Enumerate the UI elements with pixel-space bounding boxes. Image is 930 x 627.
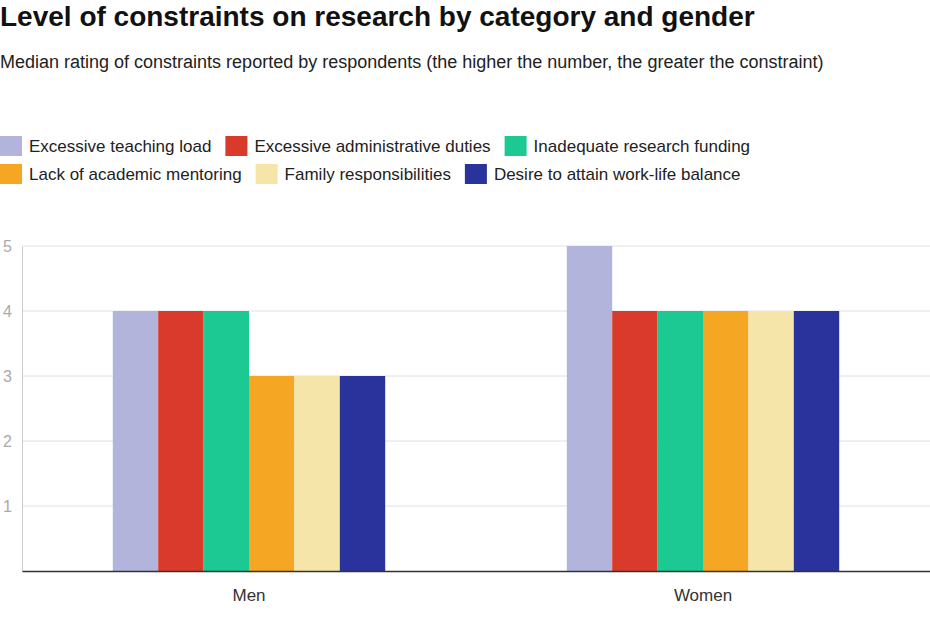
y-tick-label: 5 bbox=[3, 238, 12, 255]
x-axis: Men Women bbox=[23, 571, 930, 605]
y-tick: 1 bbox=[3, 498, 22, 515]
legend-swatch bbox=[225, 136, 247, 156]
bar bbox=[703, 311, 748, 571]
legend-swatch bbox=[505, 136, 527, 156]
y-axis-line bbox=[22, 247, 23, 572]
y-tick-label: 2 bbox=[3, 433, 12, 450]
legend-swatch bbox=[256, 164, 278, 184]
x-tick: Men bbox=[232, 571, 265, 605]
grid-line bbox=[22, 246, 930, 247]
legend-label: Family responsibilities bbox=[285, 165, 451, 184]
legend-label: Desire to attain work-life balance bbox=[494, 165, 741, 184]
bar bbox=[204, 311, 249, 571]
legend-label: Excessive administrative duties bbox=[254, 137, 490, 156]
y-tick-label: 3 bbox=[3, 368, 12, 385]
y-axis: 1 2 3 4 5 bbox=[3, 238, 22, 572]
y-tick: 5 bbox=[3, 238, 22, 255]
legend-swatch bbox=[465, 164, 487, 184]
x-tick-label: Men bbox=[232, 586, 265, 605]
legend: Excessive teaching load Excessive adminis… bbox=[0, 136, 750, 184]
bar bbox=[113, 311, 158, 571]
bar bbox=[340, 376, 385, 571]
bar bbox=[249, 376, 294, 571]
x-tick-label: Women bbox=[674, 586, 732, 605]
x-tick: Women bbox=[674, 571, 732, 605]
legend-label: Excessive teaching load bbox=[29, 137, 211, 156]
y-tick-label: 1 bbox=[3, 498, 12, 515]
legend-item: Desire to attain work-life balance bbox=[465, 164, 741, 184]
bar bbox=[158, 311, 203, 571]
y-tick: 3 bbox=[3, 368, 22, 385]
legend-item: Inadequate research funding bbox=[505, 136, 750, 156]
legend-item: Lack of academic mentoring bbox=[0, 164, 242, 184]
legend-label: Lack of academic mentoring bbox=[29, 165, 242, 184]
y-tick-label: 4 bbox=[3, 303, 12, 320]
legend-swatch bbox=[0, 136, 22, 156]
bar bbox=[294, 376, 339, 571]
title: Level of constraints on research by cate… bbox=[0, 1, 755, 32]
legend-label: Inadequate research funding bbox=[534, 137, 750, 156]
bar bbox=[658, 311, 703, 571]
bar bbox=[567, 246, 612, 571]
legend-item: Family responsibilities bbox=[256, 164, 451, 184]
x-axis-line bbox=[23, 571, 930, 573]
legend-item: Excessive teaching load bbox=[0, 136, 211, 156]
bar bbox=[748, 311, 793, 571]
y-tick: 4 bbox=[3, 303, 22, 320]
bars bbox=[113, 246, 839, 571]
legend-swatch bbox=[0, 164, 22, 184]
bar bbox=[612, 311, 657, 571]
legend-item: Excessive administrative duties bbox=[225, 136, 490, 156]
y-tick: 2 bbox=[3, 433, 22, 450]
bar bbox=[794, 311, 839, 571]
chart: Level of constraints on research by cate… bbox=[0, 0, 930, 627]
subtitle: Median rating of constraints reported by… bbox=[0, 52, 823, 72]
